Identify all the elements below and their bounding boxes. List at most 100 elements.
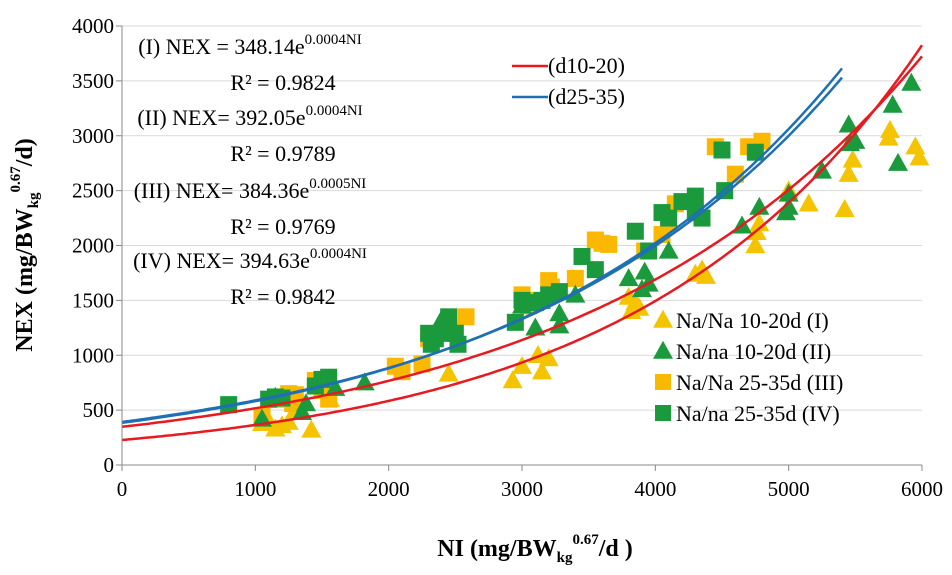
fit-legend: (d10-20) (d25-35) bbox=[512, 53, 625, 109]
equation-line: (I) NEX = 348.14e0.0004NI bbox=[138, 32, 361, 59]
y-tick-label: 500 bbox=[83, 398, 115, 422]
data-point bbox=[905, 136, 926, 155]
data-point bbox=[838, 114, 859, 133]
series-legend-marker bbox=[653, 309, 673, 328]
r-squared-label: R² = 0.9769 bbox=[230, 214, 335, 239]
equation-lhs: (III) NEX= 384.36e bbox=[134, 178, 310, 203]
data-point bbox=[440, 308, 458, 326]
x-axis-ticks: 0 1000 2000 3000 4000 5000 6000 bbox=[117, 465, 943, 501]
data-point bbox=[296, 393, 316, 412]
data-point bbox=[549, 303, 570, 322]
y-tick-label: 4000 bbox=[72, 14, 114, 38]
x-label-tail: /d ) bbox=[598, 536, 633, 562]
series-legend-marker bbox=[655, 405, 671, 421]
series-legend-label: Na/Na 25-35d (III) bbox=[676, 370, 843, 395]
equation-line: (IV) NEX= 394.63e0.0004NI bbox=[133, 246, 367, 273]
equation-exponent: 0.0004NI bbox=[310, 246, 367, 262]
fit-curves bbox=[121, 44, 924, 442]
series-legend-label: Na/na 25-35d (IV) bbox=[676, 401, 840, 426]
r-squared-label: R² = 0.9789 bbox=[230, 141, 335, 166]
x-tick-label: 4000 bbox=[634, 477, 676, 501]
x-tick-label: 6000 bbox=[901, 477, 943, 501]
x-label-main: NI (mg/BW bbox=[437, 536, 556, 562]
x-tick-label: 2000 bbox=[368, 477, 410, 501]
data-point bbox=[673, 193, 691, 211]
equation-lhs: (II) NEX= 392.05e bbox=[137, 105, 305, 130]
data-point bbox=[566, 269, 584, 287]
data-point bbox=[778, 196, 799, 215]
data-point bbox=[713, 141, 731, 159]
data-point bbox=[512, 355, 532, 374]
data-point bbox=[909, 147, 930, 166]
data-point bbox=[778, 183, 799, 202]
data-point bbox=[686, 187, 704, 205]
y-tick-label: 0 bbox=[104, 453, 115, 477]
data-point bbox=[888, 152, 908, 171]
x-label-sub: kg bbox=[557, 550, 573, 566]
x-label-sup: 0.67 bbox=[572, 532, 599, 548]
x-tick-label: 0 bbox=[117, 477, 128, 501]
data-point bbox=[538, 348, 559, 367]
series-legend: Na/Na 10-20d (I) Na/na 10-20d (II) Na/Na 2… bbox=[653, 308, 843, 426]
data-point bbox=[629, 297, 650, 316]
data-point bbox=[320, 368, 338, 386]
data-point bbox=[845, 130, 866, 149]
data-point bbox=[618, 268, 639, 287]
y-axis-ticks: 0 500 1000 1500 2000 2500 3000 3500 4000 bbox=[72, 14, 122, 477]
equation-lhs: (IV) NEX= 394.63e bbox=[133, 248, 310, 273]
y-tick-label: 1500 bbox=[72, 288, 114, 312]
data-point bbox=[573, 247, 591, 265]
data-point bbox=[658, 240, 679, 259]
equation-exponent: 0.0004NI bbox=[306, 103, 363, 119]
equation-lhs: (I) NEX = 348.14e bbox=[138, 34, 304, 59]
y-axis-label: NEX (mg/BWkg0.67/d) bbox=[8, 138, 42, 351]
data-point bbox=[834, 199, 855, 217]
y-label-sub: kg bbox=[26, 192, 42, 208]
y-label-main: NEX (mg/BW bbox=[12, 208, 38, 351]
equation-line: (II) NEX= 392.05e0.0004NI bbox=[137, 103, 362, 130]
data-point bbox=[438, 363, 459, 382]
data-point bbox=[726, 165, 744, 183]
series-legend-marker bbox=[653, 340, 673, 359]
data-point bbox=[693, 209, 711, 227]
data-point bbox=[626, 222, 644, 240]
y-label-tail: /d) bbox=[12, 138, 38, 167]
data-point bbox=[660, 209, 678, 227]
data-point bbox=[798, 193, 819, 212]
y-tick-label: 3500 bbox=[72, 69, 114, 93]
r-squared-label: R² = 0.9824 bbox=[230, 70, 335, 95]
data-point bbox=[586, 261, 604, 279]
y-tick-label: 2000 bbox=[72, 234, 114, 258]
data-point bbox=[532, 361, 552, 380]
data-point bbox=[457, 308, 475, 326]
equation-line: (III) NEX= 384.36e0.0005NI bbox=[134, 176, 367, 203]
data-point bbox=[513, 291, 531, 309]
data-point bbox=[301, 419, 322, 438]
data-point bbox=[901, 72, 922, 91]
x-tick-label: 5000 bbox=[768, 477, 810, 501]
r-squared-label: R² = 0.9842 bbox=[230, 284, 335, 309]
data-point bbox=[525, 317, 546, 336]
data-point bbox=[600, 235, 618, 253]
data-point bbox=[842, 149, 863, 168]
data-point bbox=[696, 265, 716, 284]
x-tick-label: 1000 bbox=[234, 477, 276, 501]
fit-curve bbox=[121, 44, 924, 442]
y-tick-label: 2500 bbox=[72, 179, 114, 203]
data-point bbox=[745, 235, 766, 254]
data-point bbox=[882, 94, 903, 113]
data-point bbox=[502, 370, 523, 389]
fit-curve bbox=[121, 67, 843, 425]
y-tick-label: 3000 bbox=[72, 124, 114, 148]
data-point bbox=[880, 120, 900, 138]
x-axis-label: NI (mg/BWkg 0.67/d ) bbox=[437, 532, 632, 566]
data-point bbox=[550, 283, 568, 301]
x-tick-label: 3000 bbox=[501, 477, 543, 501]
fit-curve bbox=[121, 55, 923, 429]
data-point bbox=[634, 261, 655, 280]
data-point bbox=[433, 324, 451, 342]
data-point bbox=[838, 163, 859, 182]
